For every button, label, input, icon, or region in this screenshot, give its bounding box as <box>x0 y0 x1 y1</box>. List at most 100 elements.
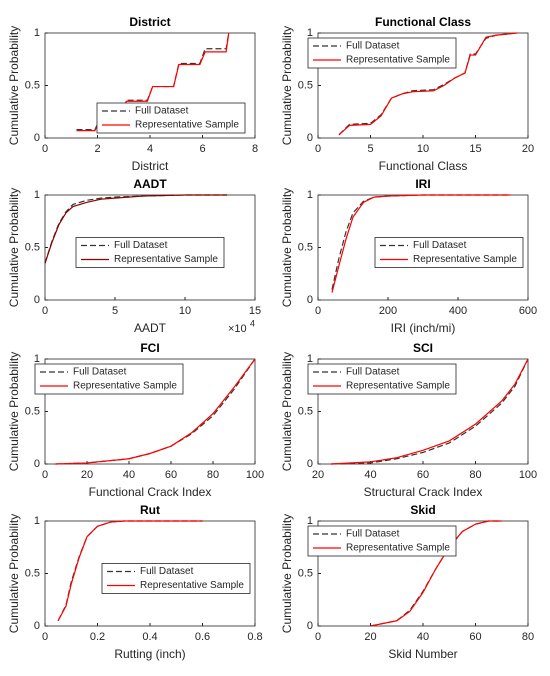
x-multiplier: ×10 <box>228 323 247 335</box>
y-tick-label: 0.5 <box>25 79 40 91</box>
x-tick-label: 0 <box>42 631 48 643</box>
legend-label: Representative Sample <box>346 55 450 66</box>
y-tick-label: 1 <box>34 189 40 201</box>
x-axis-label: AADT <box>134 321 167 335</box>
x-tick-label: 0 <box>315 305 321 317</box>
chart-title: IRI <box>415 177 430 191</box>
x-tick-label: 6 <box>199 143 205 155</box>
x-tick-label: 40 <box>123 469 135 481</box>
x-tick-label: 100 <box>519 469 537 481</box>
legend-label: Full Dataset <box>346 529 400 540</box>
y-tick-label: 0.5 <box>298 405 313 417</box>
x-axis-label: Functional Crack Index <box>89 485 212 499</box>
x-tick-label: 80 <box>469 469 481 481</box>
legend-label: Representative Sample <box>346 543 450 554</box>
y-tick-label: 0 <box>307 620 313 632</box>
x-tick-label: 0.8 <box>247 631 262 643</box>
x-tick-label: 8 <box>252 143 258 155</box>
legend-label: Full Dataset <box>135 106 189 117</box>
legend-box <box>307 525 457 557</box>
y-tick-label: 0 <box>307 132 313 144</box>
y-tick-label: 0 <box>34 132 40 144</box>
chart-title: FCI <box>140 341 159 355</box>
y-tick-label: 1 <box>307 189 313 201</box>
y-tick-label: 1 <box>307 27 313 39</box>
x-tick-label: 60 <box>165 469 177 481</box>
x-tick-label: 10 <box>179 305 191 317</box>
x-axis-label: District <box>132 159 169 173</box>
y-tick-label: 1 <box>34 27 40 39</box>
x-tick-label: 0 <box>42 143 48 155</box>
x-tick-label: 200 <box>379 305 397 317</box>
y-tick-label: 0.5 <box>25 567 40 579</box>
x-tick-label: 0 <box>42 305 48 317</box>
x-tick-label: 20 <box>364 631 376 643</box>
y-axis-label: Cumulative Probability <box>280 514 294 633</box>
x-tick-label: 0 <box>315 631 321 643</box>
y-axis-label: Cumulative Probability <box>7 26 21 145</box>
legend-box <box>307 37 457 69</box>
x-tick-label: 80 <box>522 631 534 643</box>
y-axis-label: Cumulative Probability <box>7 188 21 307</box>
legend-box <box>374 237 524 268</box>
y-axis-label: Cumulative Probability <box>280 188 294 307</box>
y-tick-label: 1 <box>34 515 40 527</box>
y-tick-label: 0 <box>34 620 40 632</box>
x-tick-label: 0.2 <box>90 631 105 643</box>
x-axis-label: Functional Class <box>379 159 468 173</box>
legend-box <box>75 237 225 268</box>
x-tick-label: 0.6 <box>195 631 210 643</box>
legend-label: Full Dataset <box>140 566 194 577</box>
x-tick-label: 400 <box>449 305 467 317</box>
x-axis-label: Skid Number <box>388 647 457 661</box>
x-tick-label: 20 <box>312 469 324 481</box>
x-tick-label: 5 <box>367 143 373 155</box>
x-tick-label: 40 <box>364 469 376 481</box>
y-tick-label: 1 <box>307 353 313 365</box>
x-tick-label: 80 <box>207 469 219 481</box>
chart-title: Skid <box>410 503 435 517</box>
x-tick-label: 100 <box>246 469 264 481</box>
x-axis-label: IRI (inch/mi) <box>391 321 456 335</box>
legend-label: Full Dataset <box>346 367 400 378</box>
y-tick-label: 1 <box>307 515 313 527</box>
y-tick-label: 0 <box>307 294 313 306</box>
x-tick-label: 0 <box>42 469 48 481</box>
legend-label: Full Dataset <box>413 240 467 251</box>
chart-title: SCI <box>413 341 433 355</box>
y-tick-label: 0.5 <box>25 405 40 417</box>
x-tick-label: 0.4 <box>142 631 157 643</box>
x-tick-label: 15 <box>469 143 481 155</box>
y-axis-label: Cumulative Probability <box>7 514 21 633</box>
legend-box <box>307 363 457 395</box>
legend-label: Full Dataset <box>346 41 400 52</box>
legend-box <box>96 102 246 134</box>
x-tick-label: 4 <box>147 143 153 155</box>
legend-label: Representative Sample <box>114 254 218 265</box>
y-tick-label: 0.5 <box>298 241 313 253</box>
series-line <box>55 358 256 465</box>
y-tick-label: 0 <box>307 458 313 470</box>
y-tick-label: 1 <box>34 353 40 365</box>
x-tick-label: 10 <box>417 143 429 155</box>
chart-title: AADT <box>133 177 167 191</box>
y-tick-label: 0.5 <box>298 79 313 91</box>
x-tick-label: 60 <box>469 631 481 643</box>
legend-box <box>34 363 184 395</box>
legend-label: Representative Sample <box>346 381 450 392</box>
series-line <box>331 358 529 465</box>
y-axis-label: Cumulative Probability <box>280 352 294 471</box>
chart-title: Rut <box>140 503 160 517</box>
y-tick-label: 0.5 <box>298 567 313 579</box>
legend-label: Full Dataset <box>114 240 168 251</box>
series-line <box>338 32 518 136</box>
legend-label: Representative Sample <box>140 580 244 591</box>
x-multiplier-exponent: 4 <box>250 318 255 328</box>
x-tick-label: 5 <box>112 305 118 317</box>
y-tick-label: 0 <box>34 294 40 306</box>
series-line <box>331 194 511 293</box>
y-axis-label: Cumulative Probability <box>7 352 21 471</box>
chart-title: District <box>129 15 170 29</box>
x-tick-label: 20 <box>81 469 93 481</box>
